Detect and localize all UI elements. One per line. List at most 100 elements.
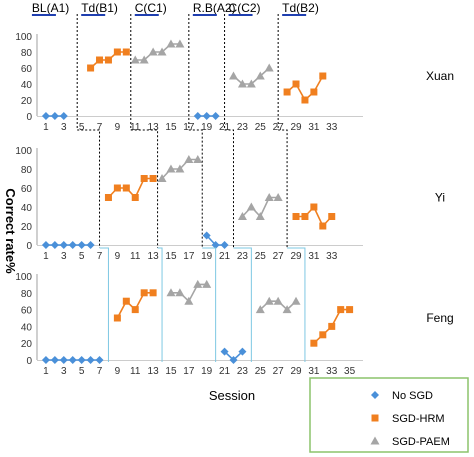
- y-tick-label: 80: [21, 289, 33, 300]
- phase-change-line-lower: [99, 247, 109, 362]
- data-point-triangle: [166, 39, 176, 48]
- phase-label: R.B(A2): [193, 1, 236, 15]
- series-line: [116, 291, 154, 319]
- data-point-diamond: [86, 241, 95, 249]
- data-point-triangle: [184, 155, 194, 163]
- data-point-triangle: [273, 193, 283, 201]
- data-point-diamond: [202, 112, 211, 120]
- data-point-diamond: [68, 241, 77, 249]
- x-tick-label: 1: [43, 122, 49, 133]
- data-point-triangle: [202, 279, 212, 288]
- x-tick-label: 9: [115, 251, 121, 262]
- x-tick-label: 31: [308, 122, 320, 133]
- data-point-triangle: [166, 288, 176, 297]
- data-point-square: [283, 88, 291, 96]
- x-tick-label: 19: [201, 251, 213, 262]
- data-point-square: [319, 72, 327, 80]
- x-tick-label: 19: [201, 366, 213, 377]
- series-no-sgd: [202, 231, 229, 249]
- x-tick-label: 13: [148, 251, 160, 262]
- legend-marker: [370, 436, 380, 445]
- x-tick-label: 15: [165, 366, 177, 377]
- data-point-square: [292, 80, 300, 88]
- data-point-triangle: [228, 71, 238, 80]
- series-sgd-paem: [255, 296, 301, 314]
- x-tick-label: 1: [43, 366, 49, 377]
- x-tick-label: 25: [255, 366, 267, 377]
- data-point-diamond: [95, 356, 104, 364]
- data-point-square: [301, 213, 309, 220]
- series-no-sgd: [220, 347, 247, 364]
- data-point-square: [131, 306, 139, 314]
- phase-change-line-lower: [287, 247, 306, 362]
- x-tick-label: 33: [326, 251, 338, 262]
- data-point-square: [96, 56, 104, 64]
- series-sgd-paem: [166, 279, 212, 305]
- data-point-diamond: [50, 241, 59, 249]
- data-point-diamond: [59, 356, 68, 364]
- series-sgd-paem: [157, 155, 203, 182]
- x-tick-label: 29: [290, 366, 302, 377]
- x-tick-label: 19: [201, 122, 213, 133]
- data-point-square: [310, 203, 318, 211]
- y-tick-label: 20: [21, 222, 33, 233]
- data-point-square: [328, 213, 336, 220]
- phase-change-line: [224, 14, 234, 248]
- data-point-triangle: [175, 164, 185, 173]
- data-point-square: [104, 56, 112, 64]
- data-point-triangle: [175, 39, 185, 48]
- x-tick-label: 31: [308, 366, 320, 377]
- x-tick-label: 11: [130, 366, 141, 377]
- data-point-triangle: [291, 296, 301, 305]
- data-point-square: [140, 175, 148, 182]
- data-point-square: [122, 184, 130, 192]
- series-sgd-hrm: [292, 203, 336, 230]
- data-point-square: [122, 48, 130, 56]
- series-sgd-hrm: [113, 289, 157, 322]
- y-tick-label: 60: [21, 306, 33, 317]
- data-point-diamond: [220, 347, 229, 356]
- phase-label: BL(A1): [32, 1, 69, 15]
- data-point-diamond: [77, 356, 86, 364]
- phase-change-line: [277, 14, 288, 248]
- x-tick-label: 23: [237, 122, 249, 133]
- data-point-triangle: [184, 296, 194, 305]
- phase-change-line: [130, 14, 159, 248]
- data-point-square: [113, 184, 121, 192]
- data-point-diamond: [77, 241, 86, 249]
- data-point-triangle: [130, 55, 140, 64]
- data-point-square: [149, 289, 157, 297]
- series-sgd-hrm: [87, 48, 130, 72]
- series-no-sgd: [193, 112, 220, 120]
- series-sgd-paem: [228, 63, 274, 88]
- data-point-triangle: [246, 202, 256, 211]
- data-point-square: [346, 306, 354, 314]
- x-tick-label: 7: [97, 122, 103, 133]
- y-tick-label: 60: [21, 184, 33, 195]
- data-point-triangle: [282, 305, 292, 314]
- x-tick-label: 29: [290, 122, 302, 133]
- data-point-triangle: [255, 305, 265, 314]
- data-point-square: [87, 64, 95, 72]
- x-tick-label: 21: [219, 251, 231, 262]
- series-no-sgd: [41, 356, 104, 364]
- data-point-triangle: [175, 288, 185, 297]
- x-tick-label: 35: [344, 366, 356, 377]
- legend-box: [309, 377, 469, 453]
- legend-label: SGD-HRM: [392, 413, 445, 425]
- x-tick-label: 23: [237, 366, 249, 377]
- data-point-diamond: [68, 356, 77, 364]
- data-point-triangle: [157, 174, 167, 182]
- data-point-diamond: [41, 112, 50, 120]
- phase-change-line-lower: [202, 247, 217, 362]
- y-tick-label: 0: [26, 112, 32, 123]
- legend: No SGD SGD-HRM SGD-PAEM: [309, 377, 469, 453]
- data-point-triangle: [264, 193, 274, 201]
- phase-change-line-lower: [233, 247, 252, 362]
- data-point-square: [292, 213, 300, 220]
- data-point-diamond: [220, 241, 229, 249]
- data-point-triangle: [139, 55, 149, 64]
- series-line: [286, 75, 324, 102]
